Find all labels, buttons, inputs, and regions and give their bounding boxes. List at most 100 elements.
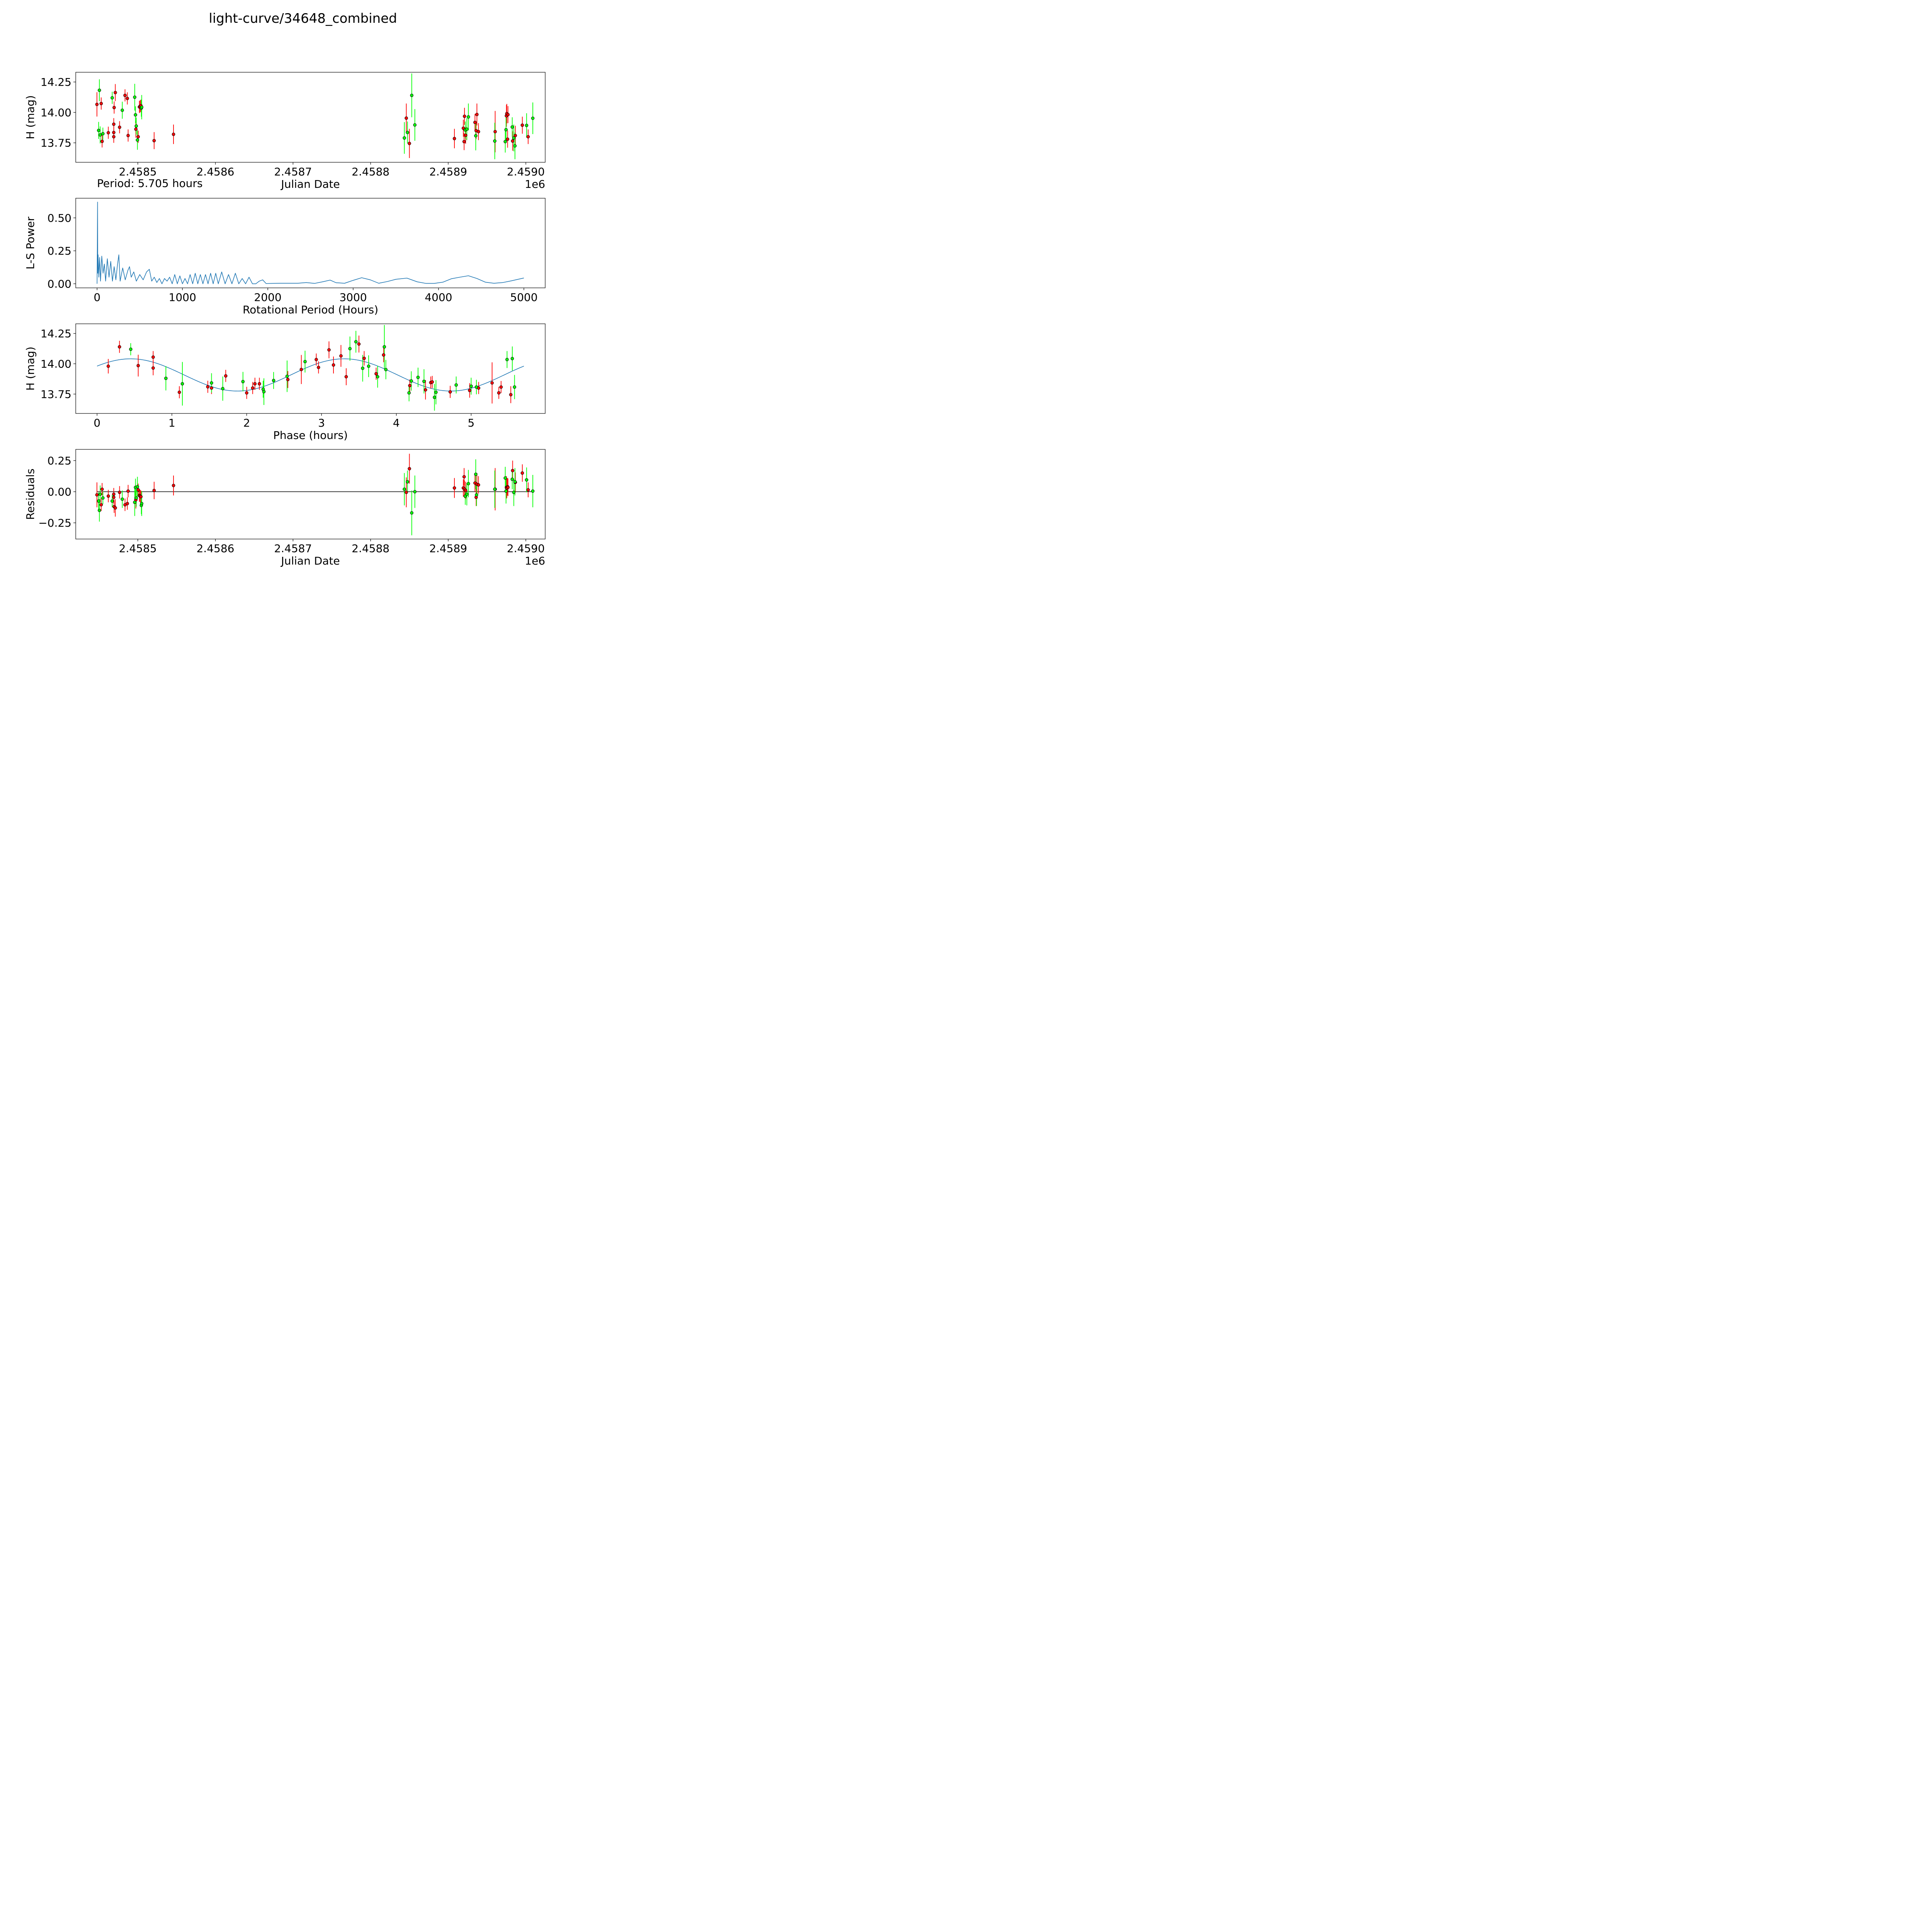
green-point xyxy=(510,478,514,481)
red-point xyxy=(408,141,411,145)
red-point xyxy=(374,372,378,376)
red-point xyxy=(112,122,116,126)
x-axis-label: Phase (hours) xyxy=(273,429,348,442)
red-point xyxy=(126,502,129,505)
red-point xyxy=(506,137,509,141)
red-point xyxy=(206,385,210,389)
y-tick-label: 14.25 xyxy=(41,327,71,340)
green-point xyxy=(241,380,245,383)
red-point xyxy=(136,135,140,139)
green-point xyxy=(134,124,138,128)
y-tick-label: 0.00 xyxy=(48,277,71,290)
periodogram-line xyxy=(97,202,524,284)
green-point xyxy=(134,113,137,117)
green-point xyxy=(97,499,100,503)
red-point xyxy=(152,489,156,492)
red-point xyxy=(106,364,110,368)
green-point xyxy=(474,385,478,389)
red-point xyxy=(126,97,129,100)
green-point xyxy=(101,132,105,136)
phased-panel: 0 1 2 3 4 5 13.75 14.00 14.25 Phase (hours) H (mag… xyxy=(24,323,546,442)
y-axis-label: H (mag) xyxy=(24,95,37,139)
red-point xyxy=(126,134,130,138)
y-axis-label: Residuals xyxy=(24,469,37,520)
periodogram-panel: 0 1000 2000 3000 4000 5000 0.00 0.25 0.50 Rotatio… xyxy=(24,198,546,316)
red-point xyxy=(452,137,456,140)
green-point xyxy=(97,88,101,92)
green-point xyxy=(98,492,102,496)
red-point xyxy=(526,488,530,492)
green-point xyxy=(406,131,409,134)
axes-frame xyxy=(75,72,546,163)
green-point xyxy=(505,358,509,361)
red-point xyxy=(362,357,366,360)
green-point xyxy=(133,500,136,504)
red-point xyxy=(112,495,116,499)
green-point xyxy=(262,390,266,393)
green-point xyxy=(406,480,409,484)
red-point xyxy=(117,345,121,349)
red-point xyxy=(475,112,479,116)
green-point xyxy=(121,108,124,112)
green-point xyxy=(410,511,413,515)
green-point xyxy=(413,123,417,127)
y-axis-label: L-S Power xyxy=(24,216,37,269)
green-point xyxy=(111,499,114,503)
red-point xyxy=(514,134,517,138)
red-point xyxy=(107,494,110,498)
green-point xyxy=(136,485,139,488)
x-tick-label: 2.4585 xyxy=(119,542,157,555)
red-point xyxy=(172,133,175,136)
green-point xyxy=(97,509,101,512)
green-point xyxy=(525,124,529,127)
green-point xyxy=(465,492,469,496)
x-axis-label: Rotational Period (Hours) xyxy=(243,303,378,316)
green-point xyxy=(407,391,411,395)
green-point xyxy=(434,390,438,394)
red-point xyxy=(430,380,434,384)
green-point xyxy=(133,95,136,99)
green-point xyxy=(433,396,436,399)
red-point xyxy=(224,374,228,378)
red-point xyxy=(136,364,140,367)
green-point xyxy=(513,480,517,484)
y-tick-label: 13.75 xyxy=(41,137,71,150)
x-offset-label: 1e6 xyxy=(525,178,545,190)
green-point xyxy=(361,366,364,370)
red-point xyxy=(118,126,121,129)
red-point xyxy=(134,128,138,131)
green-point xyxy=(140,502,144,505)
x-tick-label: 2000 xyxy=(254,291,281,304)
green-point xyxy=(129,347,133,351)
red-point xyxy=(107,131,110,134)
green-point xyxy=(525,478,529,482)
x-tick-label: 5 xyxy=(468,417,474,429)
green-point xyxy=(376,375,379,379)
x-tick-label: 2 xyxy=(243,417,250,429)
red-point xyxy=(499,385,503,389)
y-tick-label: 14.00 xyxy=(41,106,71,119)
red-point xyxy=(462,140,466,143)
red-point xyxy=(423,388,427,392)
red-point xyxy=(151,355,155,359)
green-point xyxy=(466,115,470,119)
x-tick-label: 2.4587 xyxy=(274,165,312,178)
green-point xyxy=(503,476,507,480)
green-point xyxy=(422,379,426,383)
red-point xyxy=(118,490,121,494)
x-tick-label: 5000 xyxy=(510,291,537,304)
green-point xyxy=(493,139,497,143)
red-point xyxy=(382,353,386,357)
red-point xyxy=(253,382,257,386)
x-tick-label: 4 xyxy=(393,417,400,429)
green-point xyxy=(474,493,478,497)
x-tick-label: 2.4589 xyxy=(429,542,467,555)
green-point xyxy=(221,387,224,391)
model-fit-line xyxy=(97,358,524,391)
red-point xyxy=(286,378,290,381)
green-point xyxy=(504,489,508,493)
figure: light-curve/34648_combined Period: 5.705… xyxy=(0,0,598,598)
red-point xyxy=(462,475,466,479)
red-point xyxy=(177,390,181,394)
red-point xyxy=(497,391,501,395)
